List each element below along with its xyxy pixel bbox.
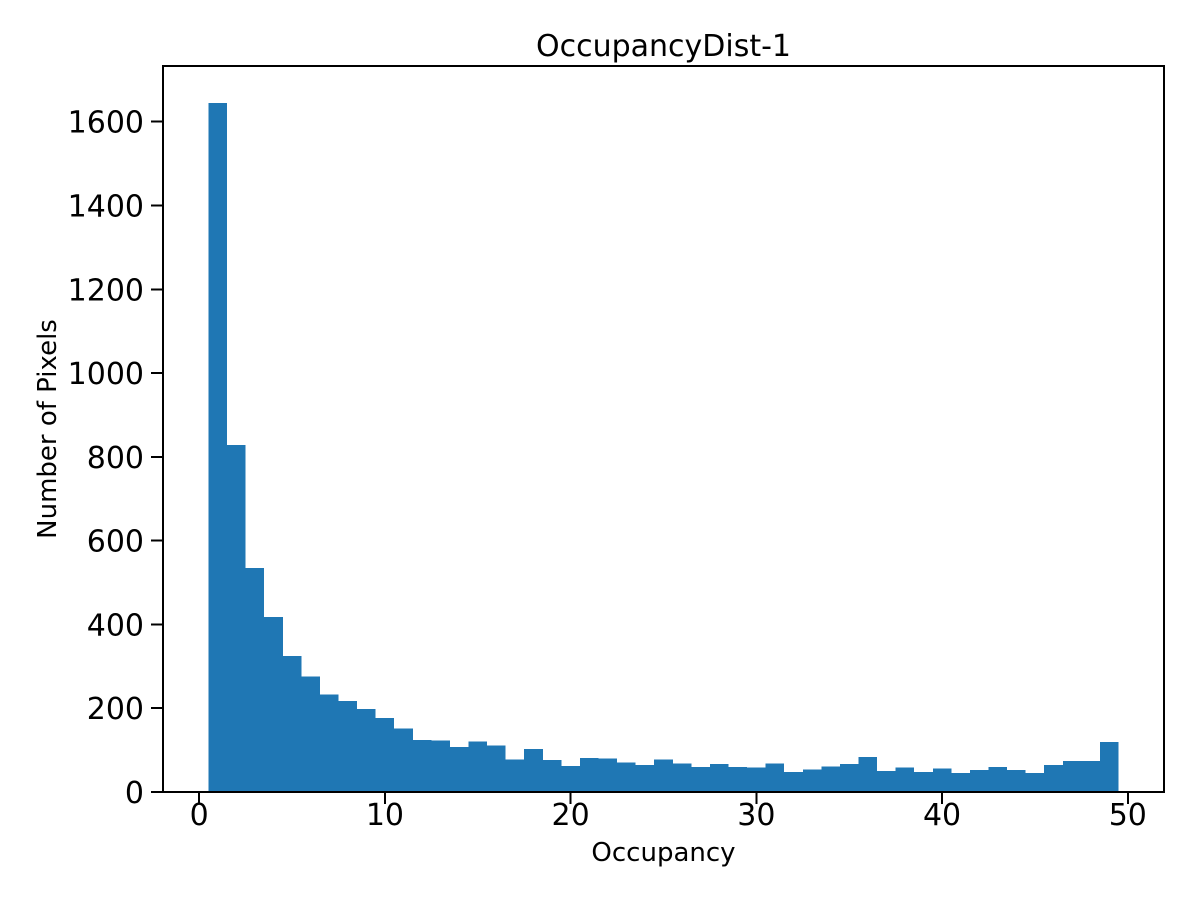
histogram-bar-occ-41 <box>951 773 970 792</box>
histogram-bar-occ-2 <box>227 445 246 792</box>
histogram-bar-occ-18 <box>524 748 543 792</box>
histogram-bar-occ-34 <box>821 766 840 792</box>
histogram-bar-occ-33 <box>802 769 822 792</box>
histogram-bar-occ-15 <box>468 741 488 792</box>
histogram-bar-occ-23 <box>617 762 636 792</box>
histogram-bar-occ-43 <box>988 766 1008 792</box>
histogram-bar-occ-14 <box>449 746 469 792</box>
y-tick-label-200: 200 <box>87 692 144 727</box>
histogram-bar-occ-29 <box>728 766 748 792</box>
histogram-bar-occ-16 <box>487 745 506 792</box>
histogram-bar-occ-32 <box>784 771 803 792</box>
histogram-bar-occ-49 <box>1099 742 1119 792</box>
histogram-bar-occ-26 <box>672 763 692 792</box>
histogram-bar-occ-8 <box>338 701 358 792</box>
histogram-bar-occ-30 <box>747 767 766 792</box>
histogram-bar-occ-1 <box>208 102 228 793</box>
histogram-bar-occ-19 <box>542 760 562 792</box>
x-tick-label-20: 20 <box>552 798 590 833</box>
histogram-bar-occ-10 <box>375 717 395 792</box>
histogram-bar-occ-3 <box>245 567 265 792</box>
histogram-bar-occ-28 <box>709 763 729 792</box>
histogram-bar-occ-42 <box>969 770 989 792</box>
x-tick-label-0: 0 <box>190 798 209 833</box>
x-tick-label-50: 50 <box>1109 798 1147 833</box>
histogram-bar-occ-36 <box>858 757 878 792</box>
histogram-bar-occ-22 <box>598 758 618 792</box>
x-tick-label-40: 40 <box>923 798 961 833</box>
histogram-bar-occ-20 <box>561 766 580 792</box>
histogram-bar-occ-40 <box>932 768 952 792</box>
histogram-bar-occ-17 <box>505 759 525 792</box>
y-tick-label-800: 800 <box>87 441 144 476</box>
y-axis-label: Number of Pixels <box>33 319 63 539</box>
axis-ticks: 0 10 20 30 40 50 0 200 400 600 800 1000 1200 1400 1600 <box>68 106 1147 833</box>
histogram-bar-occ-9 <box>357 709 376 792</box>
y-tick-label-1600: 1600 <box>68 106 144 141</box>
histogram-bar-occ-5 <box>282 655 302 792</box>
histogram-bar-occ-48 <box>1081 761 1100 792</box>
histogram-bar-occ-12 <box>412 740 432 792</box>
x-tick-label-30: 30 <box>737 798 775 833</box>
histogram-bar-occ-27 <box>691 766 710 792</box>
y-tick-label-600: 600 <box>87 525 144 560</box>
y-tick-label-400: 400 <box>87 608 144 643</box>
histogram-bar-occ-7 <box>319 694 339 792</box>
histogram-bar-occ-11 <box>394 728 413 792</box>
histogram-bars <box>208 102 1119 793</box>
y-tick-label-1200: 1200 <box>68 273 144 308</box>
histogram-bar-occ-47 <box>1062 761 1082 792</box>
histogram-bar-occ-45 <box>1025 773 1045 792</box>
chart-title: OccupancyDist-1 <box>536 29 791 64</box>
histogram-bar-occ-35 <box>839 763 859 792</box>
x-axis-label: Occupancy <box>591 838 735 868</box>
y-tick-label-1000: 1000 <box>68 357 144 392</box>
y-tick-label-0: 0 <box>125 776 144 811</box>
y-tick-label-1400: 1400 <box>68 190 144 225</box>
histogram-bar-occ-31 <box>765 763 785 792</box>
x-tick-label-10: 10 <box>366 798 404 833</box>
histogram-bar-occ-46 <box>1044 764 1063 792</box>
plot-border <box>162 65 1165 793</box>
histogram-bar-occ-38 <box>895 767 915 792</box>
histogram-bar-occ-21 <box>579 758 599 792</box>
histogram-bar-occ-37 <box>877 771 896 792</box>
histogram-bar-occ-24 <box>635 764 655 792</box>
histogram-bar-occ-44 <box>1007 770 1026 792</box>
histogram-bar-occ-25 <box>654 759 673 792</box>
histogram-bar-occ-4 <box>264 616 283 792</box>
histogram-bar-occ-13 <box>431 740 450 792</box>
histogram-bar-occ-6 <box>301 676 320 792</box>
histogram-bar-occ-39 <box>914 771 933 792</box>
